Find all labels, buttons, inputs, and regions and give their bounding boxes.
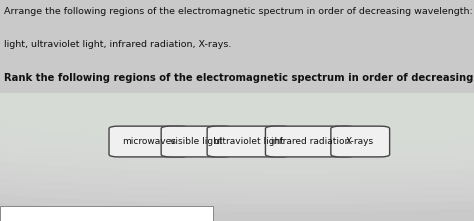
Ellipse shape — [0, 0, 474, 204]
FancyBboxPatch shape — [207, 126, 291, 157]
Ellipse shape — [47, 12, 474, 97]
Text: infrared radiation: infrared radiation — [271, 137, 350, 146]
Ellipse shape — [0, 0, 474, 181]
Text: ultraviolet light: ultraviolet light — [214, 137, 284, 146]
Ellipse shape — [0, 0, 474, 158]
Text: Rank the following regions of the electromagnetic spectrum in order of decreasin: Rank the following regions of the electr… — [4, 73, 474, 83]
Ellipse shape — [0, 0, 474, 212]
FancyBboxPatch shape — [161, 126, 232, 157]
Text: X-rays: X-rays — [346, 137, 374, 146]
Ellipse shape — [90, 20, 474, 89]
FancyBboxPatch shape — [109, 126, 190, 157]
Ellipse shape — [0, 0, 474, 189]
Ellipse shape — [0, 0, 474, 197]
FancyBboxPatch shape — [0, 206, 213, 221]
Ellipse shape — [0, 0, 474, 173]
Ellipse shape — [133, 27, 455, 81]
Ellipse shape — [0, 0, 474, 135]
Ellipse shape — [0, 0, 474, 120]
Text: Arrange the following regions of the electromagnetic spectrum in order of decrea: Arrange the following regions of the ele… — [4, 7, 474, 16]
Ellipse shape — [0, 0, 474, 151]
FancyBboxPatch shape — [265, 126, 356, 157]
Text: light, ultraviolet light, infrared radiation, X-rays.: light, ultraviolet light, infrared radia… — [4, 40, 231, 49]
Text: visible light: visible light — [171, 137, 223, 146]
Ellipse shape — [0, 0, 474, 143]
Ellipse shape — [5, 4, 474, 104]
Ellipse shape — [0, 0, 474, 112]
Text: microwaves: microwaves — [122, 137, 176, 146]
Ellipse shape — [0, 0, 474, 166]
FancyBboxPatch shape — [331, 126, 390, 157]
Ellipse shape — [0, 0, 474, 128]
